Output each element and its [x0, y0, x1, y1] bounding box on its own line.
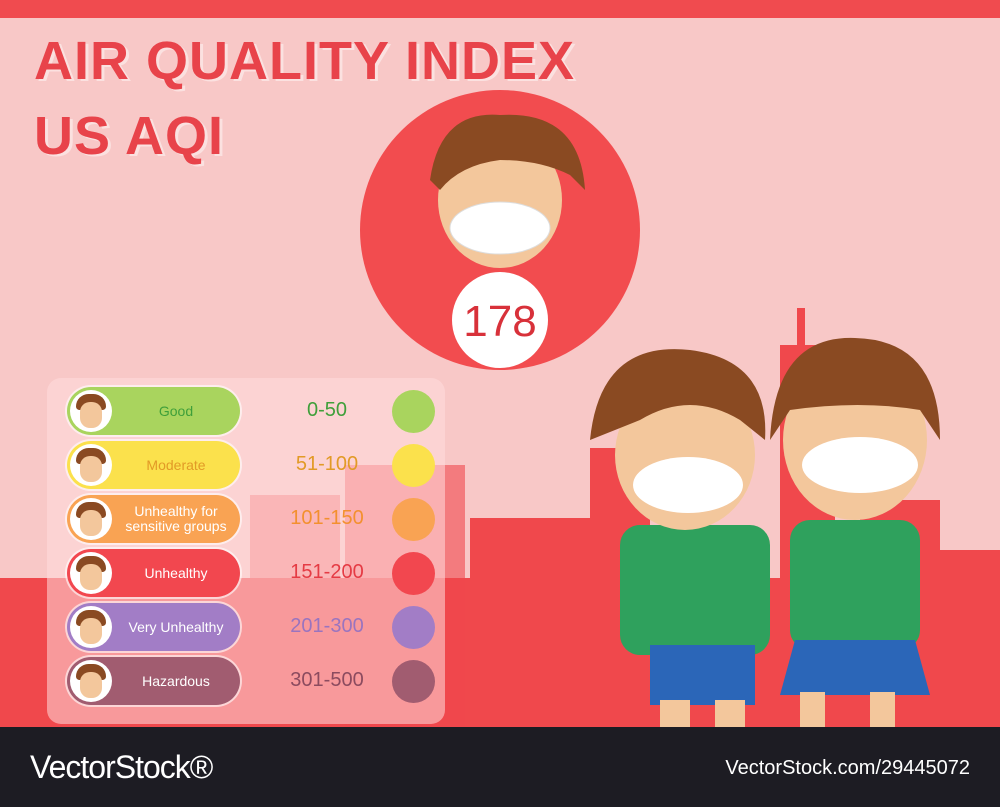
- footer-id: VectorStock.com/29445072: [725, 757, 970, 779]
- level-pill: Unhealthy: [67, 549, 240, 597]
- face-skin: [80, 510, 102, 536]
- index-badge: [452, 272, 548, 368]
- level-dot: [392, 552, 435, 595]
- boy: [590, 349, 770, 727]
- title-line: AIR QUALITY INDEX: [34, 31, 576, 91]
- level-label: Moderate: [146, 456, 206, 473]
- level-pill: Very Unhealthy: [67, 603, 240, 651]
- level-label: Good: [158, 402, 194, 419]
- level-face: [70, 606, 112, 648]
- footer-brand: VectorStock®: [30, 749, 213, 785]
- face-skin: [80, 618, 102, 644]
- level-range: 201-300: [290, 615, 364, 637]
- top-bar: [0, 0, 1000, 18]
- level-range: 51-100: [295, 453, 359, 475]
- level-dot: [392, 660, 435, 703]
- level-label: Unhealthy: [144, 564, 208, 581]
- face-skin: [80, 672, 102, 698]
- footer: VectorStock® VectorStock.com/29445072: [0, 727, 1000, 807]
- level-face: [70, 660, 112, 702]
- level-face: [70, 498, 112, 540]
- level-dot: [392, 390, 435, 433]
- face-skin: [80, 402, 102, 428]
- level-dot: [392, 498, 435, 541]
- level-range: 151-200: [290, 561, 364, 583]
- level-range: 0-50: [306, 399, 348, 421]
- title-line: US AQI: [34, 106, 225, 166]
- level-pill: Hazardous: [67, 657, 240, 705]
- level-face: [70, 444, 112, 486]
- level-pill: Good: [67, 387, 240, 435]
- face-skin: [80, 456, 102, 482]
- level-pill: Moderate: [67, 441, 240, 489]
- level-dot: [392, 606, 435, 649]
- level-pill: Unhealthy for sensitive groups: [67, 495, 240, 543]
- level-range: 101-150: [290, 507, 364, 529]
- level-face: [70, 390, 112, 432]
- level-range: 301-500: [290, 669, 364, 691]
- level-label: Unhealthy for sensitive groups: [125, 503, 227, 534]
- level-dot: [392, 444, 435, 487]
- level-label: Very Unhealthy: [128, 618, 224, 635]
- index-value: 178: [463, 297, 536, 346]
- level-face: [70, 552, 112, 594]
- girl: [770, 337, 940, 727]
- face-skin: [80, 564, 102, 590]
- level-label: Hazardous: [142, 672, 210, 689]
- masked-face: [430, 114, 585, 268]
